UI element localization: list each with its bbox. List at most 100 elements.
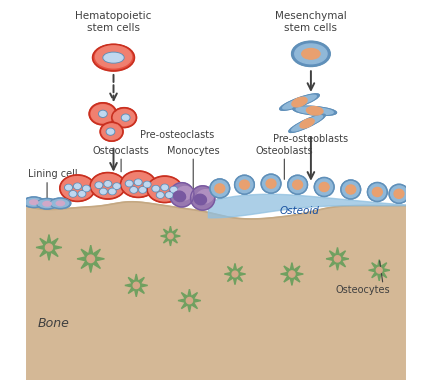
Ellipse shape [211,181,228,196]
Polygon shape [26,202,406,380]
Ellipse shape [122,173,154,196]
Ellipse shape [103,52,124,63]
Ellipse shape [162,185,168,190]
Ellipse shape [25,199,42,206]
Ellipse shape [174,191,186,202]
Ellipse shape [316,179,333,195]
Ellipse shape [300,118,314,128]
Ellipse shape [289,114,325,133]
Ellipse shape [95,182,103,188]
Ellipse shape [39,200,55,208]
Polygon shape [208,194,406,218]
Ellipse shape [83,186,90,192]
Ellipse shape [60,175,95,201]
Ellipse shape [121,114,130,121]
Ellipse shape [105,182,111,186]
Ellipse shape [113,183,121,189]
Text: Osteoblasts: Osteoblasts [255,146,313,155]
Polygon shape [224,263,246,285]
Ellipse shape [140,187,146,192]
Ellipse shape [283,95,316,109]
Text: Osteocytes: Osteocytes [336,285,391,295]
Ellipse shape [319,182,329,192]
Ellipse shape [95,46,131,68]
Ellipse shape [176,186,193,200]
Ellipse shape [101,189,106,194]
Ellipse shape [104,53,123,62]
Text: Pre-osteoblasts: Pre-osteoblasts [273,134,349,144]
Ellipse shape [295,44,327,64]
Ellipse shape [66,185,71,190]
Ellipse shape [75,184,80,189]
Ellipse shape [341,180,361,199]
Ellipse shape [292,116,323,131]
Ellipse shape [376,267,382,273]
Ellipse shape [296,107,333,114]
Ellipse shape [131,187,137,192]
Ellipse shape [133,282,140,288]
Ellipse shape [52,200,69,207]
Ellipse shape [261,174,281,193]
Polygon shape [125,274,148,297]
Ellipse shape [235,175,254,194]
Ellipse shape [210,179,230,198]
Ellipse shape [102,124,121,139]
Ellipse shape [107,129,114,134]
Ellipse shape [232,271,238,277]
Ellipse shape [314,178,334,197]
Ellipse shape [236,177,253,193]
Ellipse shape [127,181,132,186]
Ellipse shape [121,171,156,197]
Ellipse shape [149,178,181,201]
Ellipse shape [96,183,102,187]
Ellipse shape [65,184,72,190]
Ellipse shape [112,108,137,128]
Ellipse shape [92,174,124,197]
Ellipse shape [143,181,151,187]
Ellipse shape [50,198,71,209]
Ellipse shape [61,177,93,200]
Ellipse shape [73,183,81,189]
Ellipse shape [30,200,38,205]
Ellipse shape [197,190,213,203]
Text: Osteoid: Osteoid [280,207,319,216]
Text: Lining cell: Lining cell [28,169,78,179]
Ellipse shape [87,255,95,263]
Ellipse shape [346,185,356,194]
Ellipse shape [302,48,320,59]
Ellipse shape [153,186,159,191]
Ellipse shape [194,194,206,205]
Polygon shape [326,247,349,270]
Polygon shape [280,263,303,285]
Ellipse shape [134,179,142,185]
Text: Pre-osteoclasts: Pre-osteoclasts [140,130,214,141]
Ellipse shape [108,189,116,195]
Ellipse shape [293,180,302,189]
Polygon shape [36,235,62,260]
Ellipse shape [368,182,387,202]
Ellipse shape [280,94,319,110]
Ellipse shape [391,186,407,202]
Ellipse shape [91,105,114,123]
Ellipse shape [106,128,114,135]
Ellipse shape [289,271,295,277]
Ellipse shape [186,298,193,304]
Ellipse shape [144,182,150,187]
Ellipse shape [92,44,134,71]
Ellipse shape [288,175,308,194]
Text: Monocytes: Monocytes [167,146,219,155]
Ellipse shape [161,184,168,190]
Ellipse shape [157,193,163,197]
Ellipse shape [166,193,172,197]
Ellipse shape [369,184,386,200]
Ellipse shape [343,181,359,197]
Ellipse shape [306,107,323,115]
Ellipse shape [293,106,337,115]
Polygon shape [77,245,105,272]
Ellipse shape [78,191,86,197]
Ellipse shape [165,192,173,198]
Text: Hematopoietic
stem cells: Hematopoietic stem cells [75,11,152,33]
Ellipse shape [292,97,307,107]
Ellipse shape [171,187,177,192]
Ellipse shape [139,187,146,193]
